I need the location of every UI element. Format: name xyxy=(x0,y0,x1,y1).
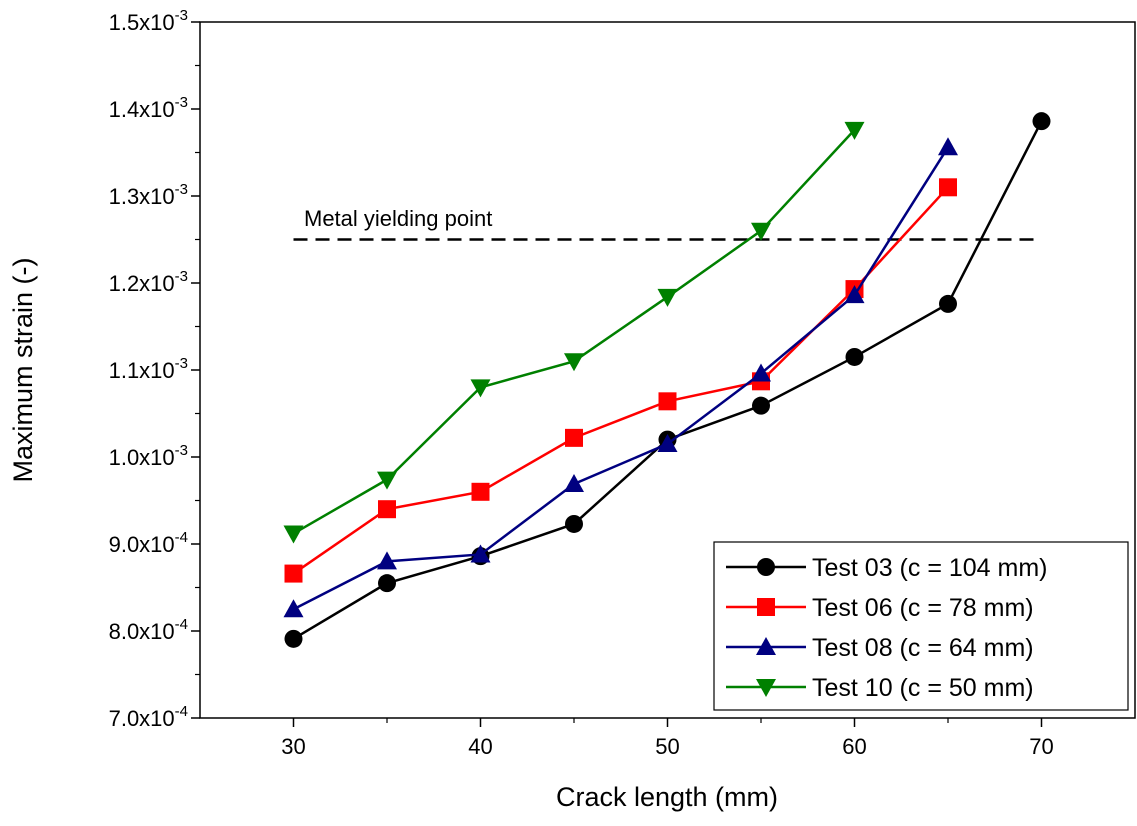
x-tick-label: 40 xyxy=(468,734,492,759)
y-tick-mantissa: 1.5x10 xyxy=(109,10,175,35)
y-tick-exponent: -3 xyxy=(175,355,188,372)
data-point xyxy=(564,473,584,492)
data-point xyxy=(284,564,303,583)
y-tick-mantissa: 1.4x10 xyxy=(109,97,175,122)
legend-item: Test 06 (c = 78 mm) xyxy=(726,594,1034,622)
data-point xyxy=(283,525,304,544)
data-point xyxy=(939,294,957,313)
data-point xyxy=(284,629,303,648)
reference-line-label: Metal yielding point xyxy=(304,206,492,231)
data-point xyxy=(377,551,397,570)
data-point xyxy=(283,599,304,618)
y-axis-ticks: 7.0x10-48.0x10-49.0x10-41.0x10-31.1x10-3… xyxy=(109,7,200,731)
data-point xyxy=(658,392,677,411)
y-tick-label: 1.3x10-3 xyxy=(109,181,188,209)
legend-swatch-marker xyxy=(756,679,776,697)
series-layer xyxy=(283,112,1051,648)
y-tick-exponent: -4 xyxy=(175,703,188,720)
legend-item: Test 08 (c = 64 mm) xyxy=(726,634,1034,662)
data-point xyxy=(470,379,491,398)
legend-label: Test 10 (c = 50 mm) xyxy=(812,674,1034,702)
data-point xyxy=(565,428,583,447)
data-point xyxy=(938,137,958,156)
data-point xyxy=(564,353,584,372)
data-point xyxy=(1032,112,1051,131)
legend-items: Test 03 (c = 104 mm) Test 06 (c = 78 mm) T… xyxy=(726,554,1048,702)
y-tick-label: 1.0x10-3 xyxy=(109,442,188,470)
y-tick-exponent: -3 xyxy=(175,181,188,198)
legend-item: Test 03 (c = 104 mm) xyxy=(726,554,1048,582)
data-point xyxy=(751,363,771,382)
x-tick-label: 70 xyxy=(1029,734,1053,759)
series-3 xyxy=(283,121,865,544)
legend: Test 03 (c = 104 mm) Test 06 (c = 78 mm) T… xyxy=(713,541,1129,711)
y-tick-label: 1.4x10-3 xyxy=(109,94,188,122)
y-tick-mantissa: 1.0x10 xyxy=(109,445,175,470)
y-tick-exponent: -3 xyxy=(175,94,188,111)
data-point xyxy=(471,482,490,501)
y-tick-mantissa: 9.0x10 xyxy=(109,532,175,557)
data-point xyxy=(657,288,678,307)
legend-label: Test 06 (c = 78 mm) xyxy=(812,594,1034,622)
data-point xyxy=(844,285,865,304)
y-tick-label: 7.0x10-4 xyxy=(109,703,188,731)
y-axis-title: Maximum strain (-) xyxy=(8,257,38,482)
y-tick-label: 1.2x10-3 xyxy=(109,268,188,296)
y-tick-mantissa: 1.1x10 xyxy=(109,358,175,383)
legend-swatch-marker xyxy=(757,598,775,616)
legend-swatch-marker xyxy=(757,558,775,576)
data-point xyxy=(939,178,957,197)
legend-item: Test 10 (c = 50 mm) xyxy=(726,674,1034,702)
y-tick-exponent: -3 xyxy=(175,442,188,459)
y-tick-mantissa: 1.3x10 xyxy=(109,184,175,209)
y-tick-mantissa: 7.0x10 xyxy=(109,706,175,731)
data-point xyxy=(844,121,865,140)
y-tick-label: 8.0x10-4 xyxy=(109,616,188,644)
legend-label: Test 03 (c = 104 mm) xyxy=(812,554,1048,582)
y-tick-label: 1.5x10-3 xyxy=(109,7,188,35)
legend-box xyxy=(713,541,1129,711)
series-2 xyxy=(283,137,958,618)
data-point xyxy=(752,396,770,415)
data-point xyxy=(751,222,771,241)
x-axis-ticks: 30 40 50 60 70 xyxy=(281,718,1054,759)
x-tick-label: 50 xyxy=(655,734,679,759)
data-point xyxy=(378,500,396,519)
y-tick-exponent: -4 xyxy=(175,616,188,633)
data-point xyxy=(378,574,396,593)
data-point xyxy=(470,544,491,563)
y-tick-mantissa: 1.2x10 xyxy=(109,271,175,296)
legend-label: Test 08 (c = 64 mm) xyxy=(812,634,1034,662)
y-tick-exponent: -3 xyxy=(175,7,188,24)
y-tick-label: 9.0x10-4 xyxy=(109,529,188,557)
y-tick-exponent: -4 xyxy=(175,529,188,546)
series-line xyxy=(292,186,949,575)
x-axis-title: Crack length (mm) xyxy=(556,782,778,812)
data-point xyxy=(565,514,583,533)
x-tick-label: 30 xyxy=(281,734,305,759)
y-tick-mantissa: 8.0x10 xyxy=(109,619,175,644)
legend-swatch-marker xyxy=(756,637,776,655)
series-line xyxy=(292,146,950,611)
x-tick-label: 60 xyxy=(842,734,866,759)
data-point xyxy=(377,471,397,490)
y-tick-label: 1.1x10-3 xyxy=(109,355,188,383)
data-point xyxy=(657,433,678,452)
y-tick-exponent: -3 xyxy=(175,268,188,285)
series-line xyxy=(292,129,856,535)
data-point xyxy=(845,347,864,366)
